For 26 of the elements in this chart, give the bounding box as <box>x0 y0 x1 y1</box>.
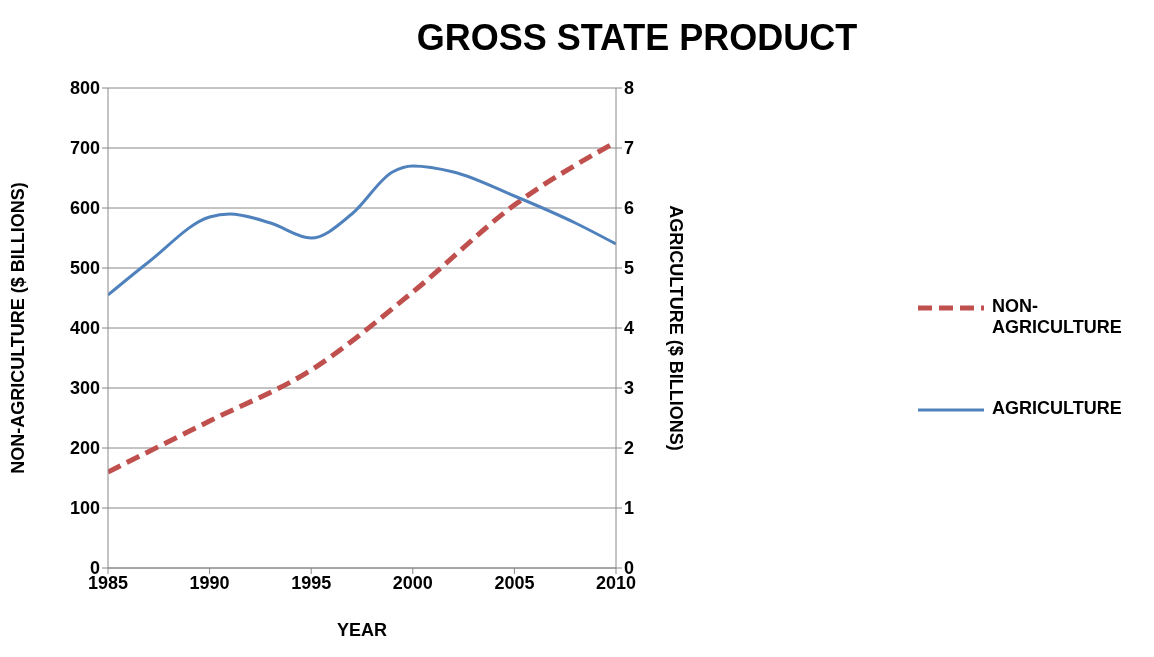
y2-tick-label: 4 <box>624 318 635 339</box>
legend-label: AGRICULTURE <box>992 398 1122 419</box>
y2-tick-label: 3 <box>624 378 635 399</box>
x-tick-label: 2005 <box>494 572 535 593</box>
chart-title: GROSS STATE PRODUCT <box>415 16 859 60</box>
y2-tick-label: 1 <box>624 498 635 519</box>
y-tick-label: 800 <box>69 78 100 99</box>
y-tick-label: 600 <box>69 198 100 219</box>
y2-axis-title: AGRICULTURE ($ BILLIONS) <box>665 205 686 451</box>
y2-tick-label: 7 <box>624 138 635 159</box>
y-tick-label: 500 <box>69 258 100 279</box>
y2-tick-label: 6 <box>624 198 635 219</box>
y-tick-label: 400 <box>69 318 100 339</box>
y-tick-label: 100 <box>69 498 100 519</box>
y-axis-title: NON-AGRICULTURE ($ BILLIONS) <box>8 182 29 474</box>
y2-tick-label: 8 <box>624 78 635 99</box>
y2-tick-label: 2 <box>624 438 635 459</box>
x-tick-label: 1990 <box>189 572 230 593</box>
x-tick-label: 2000 <box>392 572 433 593</box>
y-tick-label: 700 <box>69 138 100 159</box>
y2-tick-label: 5 <box>624 258 635 279</box>
y-tick-label: 200 <box>69 438 100 459</box>
legend-label: NON-AGRICULTURE <box>992 296 1122 338</box>
x-axis-title: YEAR <box>336 620 388 640</box>
y-tick-label: 300 <box>69 378 100 399</box>
x-tick-label: 1995 <box>291 572 332 593</box>
